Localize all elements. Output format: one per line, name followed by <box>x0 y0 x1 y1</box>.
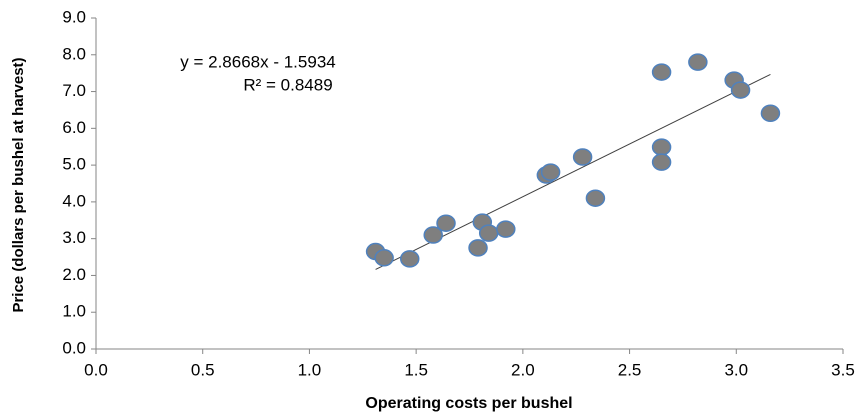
y-axis-title: Price (dollars per bushel at harvest) <box>10 57 27 312</box>
x-tick-label: 1.5 <box>404 360 428 379</box>
x-tick-label: 0.0 <box>84 360 108 379</box>
y-tick-label: 1.0 <box>62 302 86 321</box>
point <box>651 138 672 156</box>
point <box>651 153 672 171</box>
x-tick-label: 0.5 <box>191 360 215 379</box>
point <box>399 250 420 268</box>
point <box>572 148 593 166</box>
y-tick-label: 6.0 <box>62 118 86 137</box>
r-squared: R² = 0.8489 <box>243 75 332 94</box>
point <box>436 214 456 232</box>
y-tick-label: 0.0 <box>62 338 86 357</box>
y-tick-label: 2.0 <box>62 265 86 284</box>
y-tick-label: 9.0 <box>62 7 86 26</box>
point <box>651 63 672 81</box>
point <box>468 239 488 257</box>
point <box>540 163 561 181</box>
y-tick-label: 3.0 <box>62 228 86 247</box>
y-tick-label: 5.0 <box>62 155 86 174</box>
x-tick-label: 3.0 <box>724 360 748 379</box>
point <box>478 224 499 242</box>
y-tick-label: 8.0 <box>62 44 86 63</box>
x-tick-label: 1.0 <box>298 360 322 379</box>
point <box>688 53 708 71</box>
point <box>423 226 443 244</box>
y-tick-label: 7.0 <box>62 81 86 100</box>
x-tick-label: 2.0 <box>511 360 535 379</box>
trendline-equation: y = 2.8668x - 1.5934 <box>180 52 335 71</box>
point <box>496 220 516 238</box>
y-tick-label: 4.0 <box>62 191 86 210</box>
point <box>760 104 781 123</box>
x-tick-label: 2.5 <box>618 360 642 379</box>
point <box>585 189 606 207</box>
point <box>374 249 394 267</box>
x-tick-label: 3.5 <box>831 360 855 379</box>
point <box>730 81 751 99</box>
x-axis-title: Operating costs per bushel <box>365 395 572 412</box>
